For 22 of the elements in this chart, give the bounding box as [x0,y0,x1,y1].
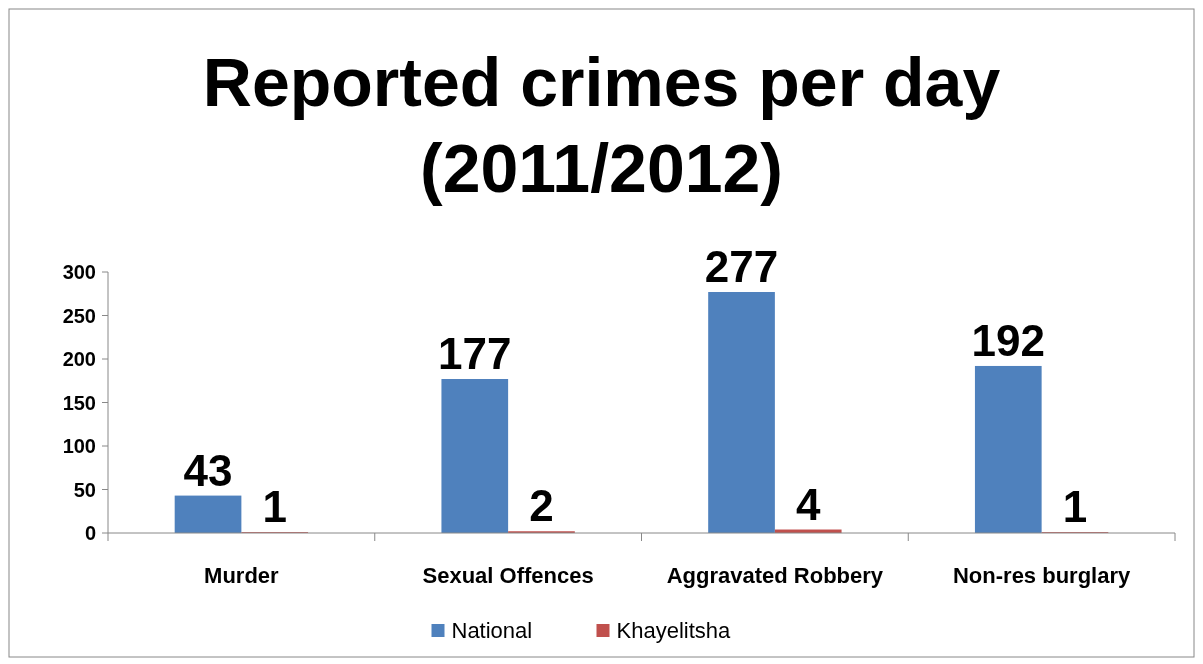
legend-label: Khayelitsha [616,617,731,643]
data-label: 43 [183,445,233,495]
data-label: 2 [529,481,554,531]
data-label: 4 [795,479,821,529]
data-label: 1 [262,482,287,532]
data-label: 192 [971,315,1045,365]
x-tick-label: Sexual Offences [422,563,594,588]
y-tick-label: 250 [62,304,96,327]
x-tick-label: Non-res burglary [952,563,1132,588]
data-label: 177 [438,329,512,379]
y-tick-label: 50 [73,478,96,501]
chart-title: Reported crimes per day (2011/2012) [202,44,1001,206]
data-label: 1 [1062,482,1088,532]
x-tick-label: Aggravated Robbery [666,563,884,588]
y-tick-label: 100 [62,435,96,457]
y-tick-label: 150 [62,391,96,414]
data-label: 277 [704,242,779,292]
y-tick-label: 300 [62,261,96,283]
legend-label: National [451,617,533,643]
y-tick-label: 0 [84,522,96,544]
y-tick-label: 200 [62,348,96,370]
x-tick-label: Murder [204,563,280,588]
